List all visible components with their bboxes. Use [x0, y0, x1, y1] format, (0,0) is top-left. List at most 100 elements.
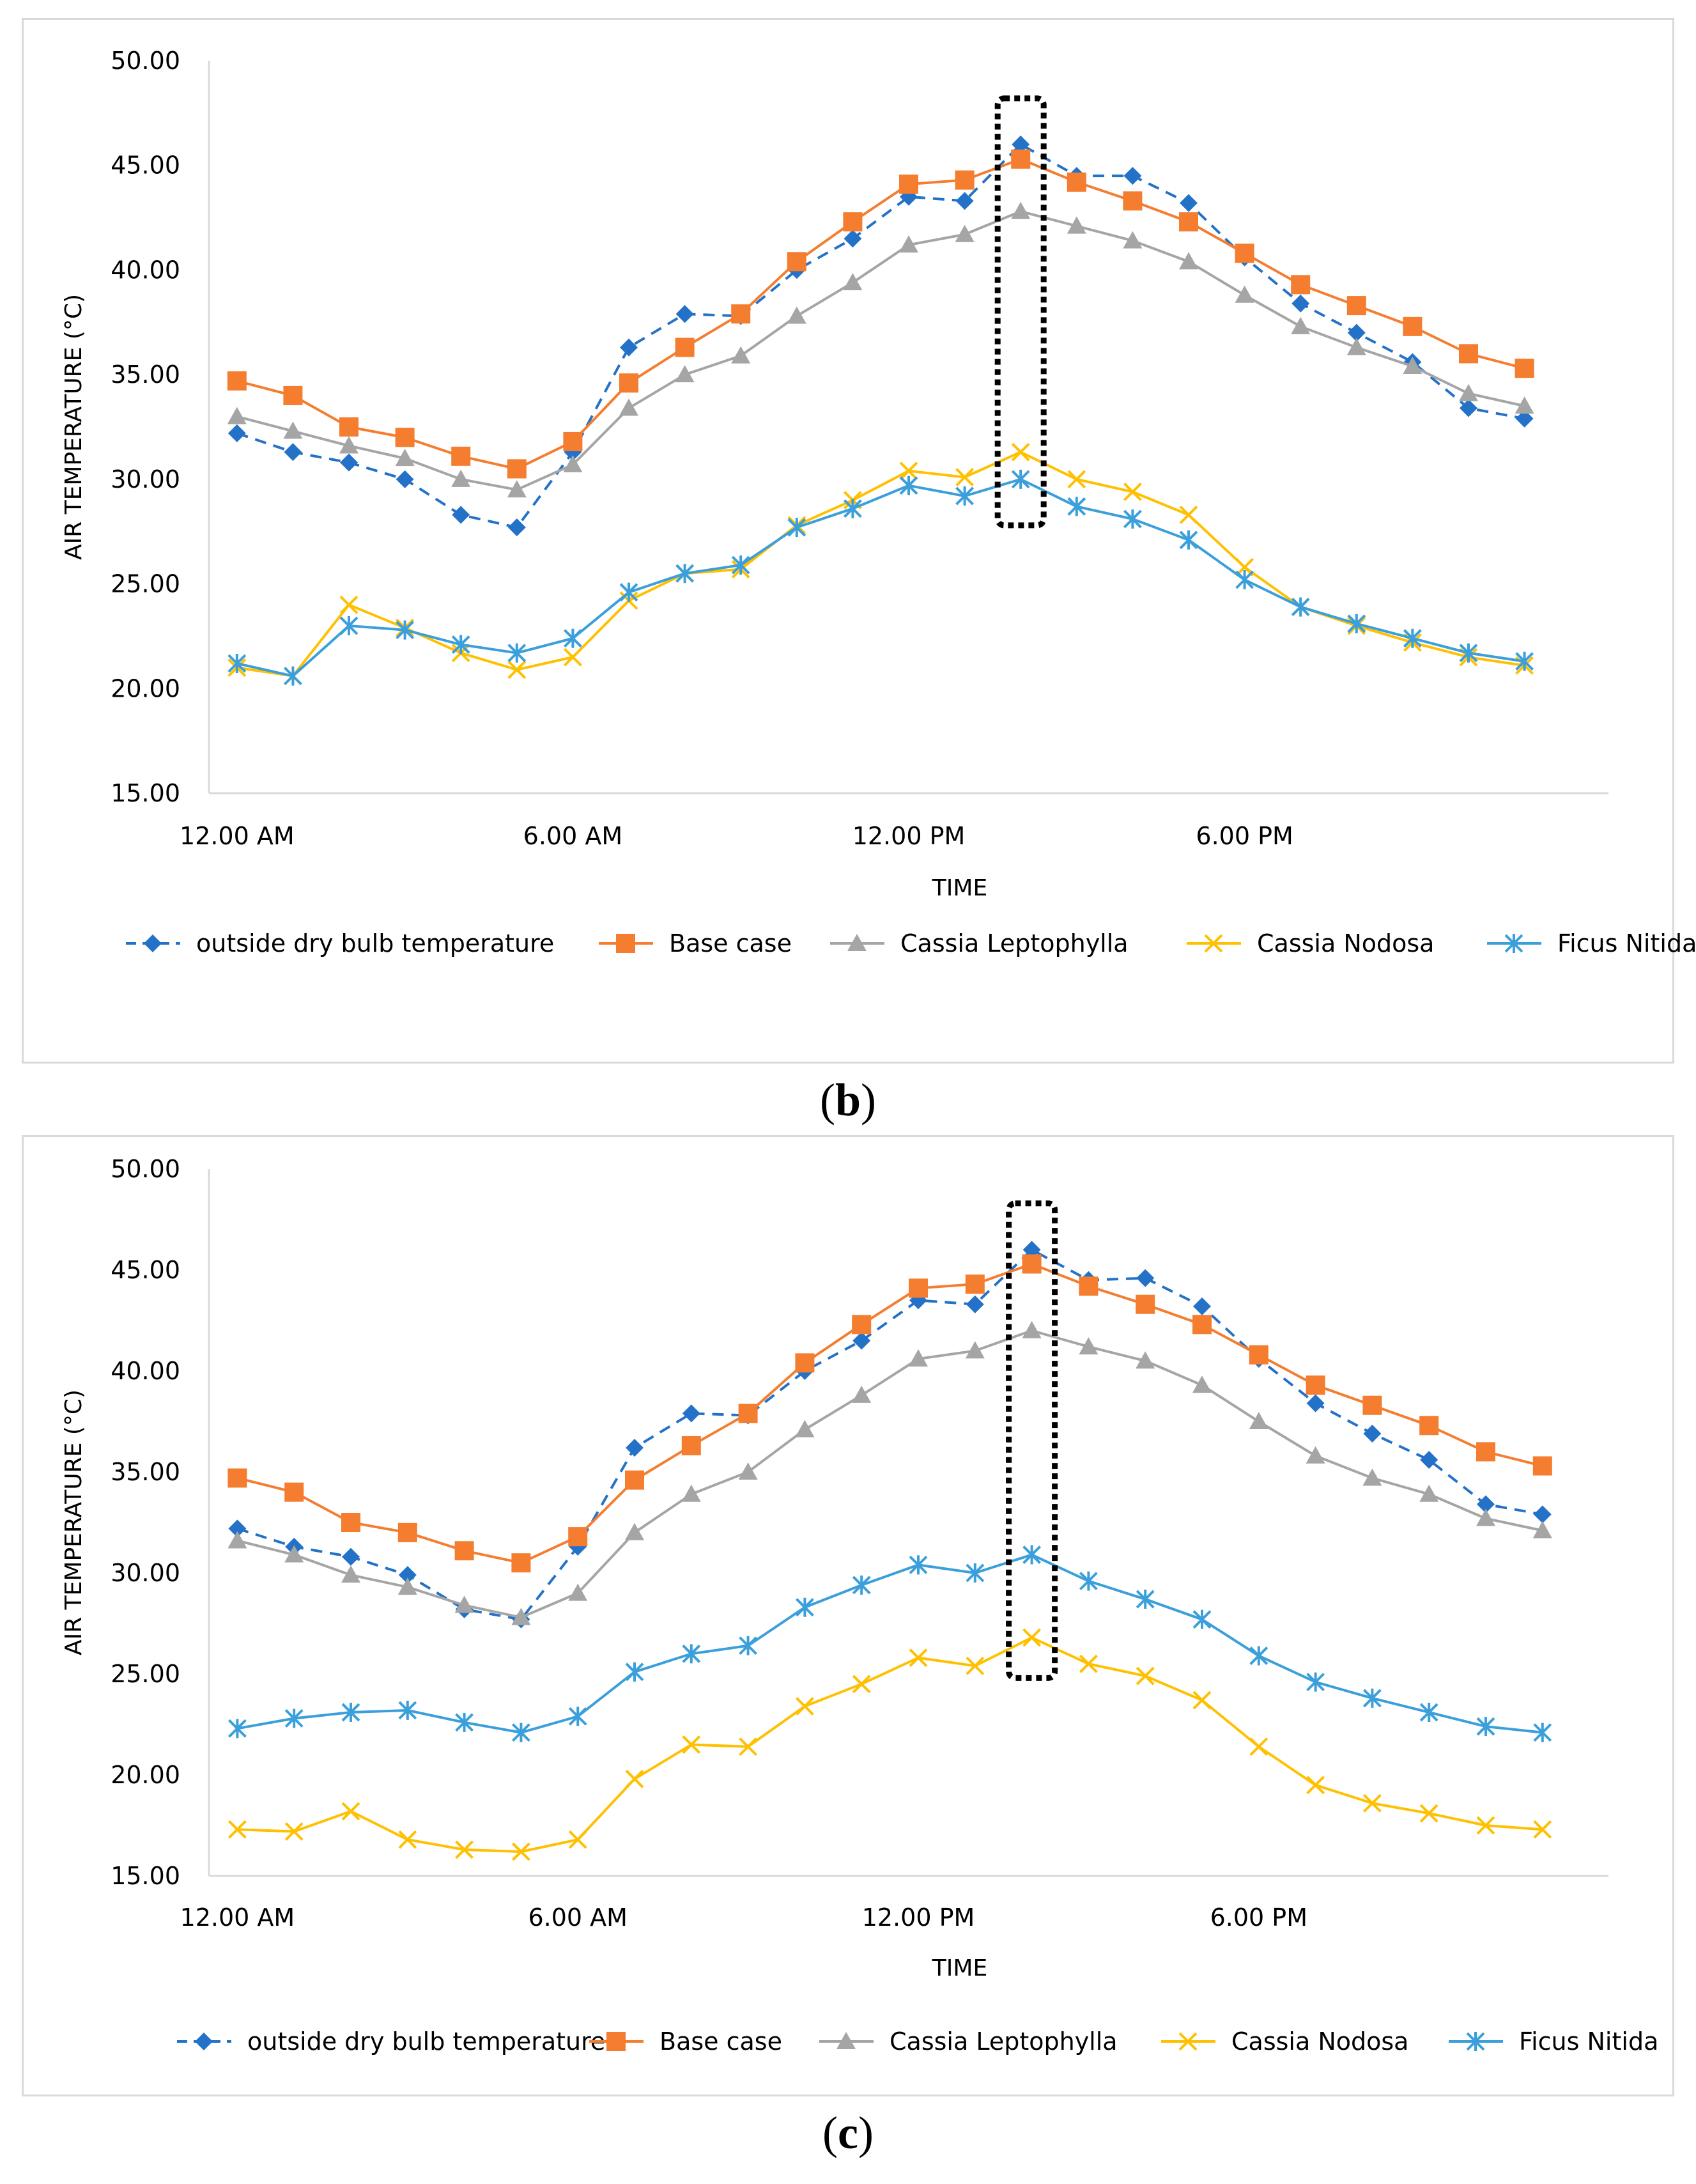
data-point-base — [909, 1278, 928, 1298]
data-point-outside — [852, 1331, 871, 1350]
data-point-leptophylla — [1476, 1508, 1495, 1526]
data-point-nodosa — [511, 1842, 530, 1861]
legend-marker-leptophylla — [847, 934, 867, 951]
legend-label-nitida: Ficus Nitida — [1557, 929, 1696, 957]
data-point-leptophylla — [1249, 1412, 1268, 1429]
data-point-outside — [682, 1404, 700, 1423]
series-base — [227, 1254, 1552, 1573]
caption-c-letter: c — [838, 2107, 858, 2158]
data-point-nitida — [341, 1703, 360, 1723]
data-point-nitida — [843, 499, 862, 518]
data-point-nitida — [451, 635, 470, 654]
data-point-base — [787, 252, 806, 272]
data-point-outside — [675, 305, 694, 323]
data-point-base — [1179, 212, 1198, 232]
data-point-leptophylla — [397, 1577, 417, 1595]
data-point-outside — [1533, 1505, 1552, 1524]
data-point-base — [852, 1315, 872, 1335]
data-point-outside — [284, 443, 302, 461]
x-tick-label: 6.00 PM — [1210, 1903, 1307, 1932]
series-line-nitida — [237, 1553, 1543, 1734]
legend-item-nodosa: Cassia Nodosa — [1187, 929, 1434, 957]
data-point-nitida — [568, 1707, 587, 1726]
legend-label-leptophylla: Cassia Leptophylla — [900, 929, 1129, 957]
data-point-nodosa — [682, 1735, 701, 1754]
y-tick-label: 15.00 — [111, 779, 180, 807]
y-tick-label: 20.00 — [111, 674, 180, 702]
data-point-nodosa — [284, 1822, 304, 1841]
data-point-nitida — [1079, 1571, 1098, 1591]
data-point-outside — [1460, 399, 1477, 417]
data-point-base — [681, 1436, 701, 1455]
data-point-outside — [955, 192, 974, 210]
legend-marker-nodosa — [1178, 2032, 1198, 2051]
series-line-leptophylla — [236, 1329, 1543, 1619]
data-point-outside — [1363, 1424, 1382, 1443]
data-point-outside — [507, 518, 526, 537]
caption-b-open: ( — [819, 1074, 835, 1126]
data-point-nodosa — [1022, 1628, 1042, 1647]
data-point-base — [965, 1274, 985, 1294]
data-point-base — [1067, 172, 1086, 192]
series-base — [227, 149, 1534, 479]
y-tick-label: 50.00 — [111, 1155, 180, 1183]
data-point-nitida — [398, 1700, 417, 1720]
chart-b: 50.00 45.00 40.00 35.00 30.00 25.00 20.00 15.00… — [61, 47, 1696, 957]
legend-label-base: Base case — [669, 929, 792, 957]
data-point-nodosa — [227, 1820, 247, 1839]
data-point-base — [1235, 244, 1254, 263]
data-point-leptophylla — [738, 1462, 758, 1480]
x-axis-title: TIME — [932, 875, 987, 901]
data-point-base — [955, 170, 975, 190]
data-point-base — [619, 373, 638, 393]
data-point-base — [1419, 1416, 1439, 1436]
data-point-nitida — [284, 1708, 304, 1728]
legend-label-nitida: Ficus Nitida — [1519, 2027, 1658, 2056]
data-point-base — [563, 431, 583, 451]
data-point-outside — [1022, 1241, 1041, 1259]
data-point-outside — [228, 1519, 247, 1538]
y-tick-label: 45.00 — [111, 151, 180, 180]
legend-label-nodosa: Cassia Nodosa — [1231, 2027, 1408, 2056]
y-tick-label: 20.00 — [111, 1761, 180, 1789]
data-point-outside — [1136, 1269, 1155, 1287]
data-point-nodosa — [795, 1697, 814, 1715]
data-point-nitida — [852, 1575, 871, 1595]
legend-item-base: Base case — [599, 929, 792, 957]
data-point-leptophylla — [1515, 396, 1534, 414]
data-point-outside — [1291, 294, 1310, 313]
data-point-outside — [452, 506, 470, 524]
caption-b: (b) — [0, 1074, 1696, 1127]
data-point-leptophylla — [899, 235, 918, 253]
y-tick-label: 50.00 — [111, 47, 180, 75]
legend-label-outside: outside dry bulb temperature — [247, 2027, 605, 2056]
data-point-nodosa — [1362, 1793, 1382, 1813]
series-leptophylla — [227, 1320, 1552, 1625]
data-point-nitida — [283, 666, 302, 686]
data-point-outside — [1012, 135, 1030, 153]
data-point-base — [843, 212, 863, 232]
legend-item-nitida: Ficus Nitida — [1449, 2027, 1658, 2056]
data-point-leptophylla — [731, 346, 751, 364]
data-point-outside — [626, 1439, 644, 1457]
data-point-nitida — [1476, 1717, 1495, 1737]
data-point-base — [1459, 344, 1478, 364]
legend-item-nitida: Ficus Nitida — [1487, 929, 1696, 957]
data-point-leptophylla — [339, 436, 358, 454]
data-point-base — [395, 428, 415, 447]
data-point-outside — [1477, 1495, 1495, 1514]
data-point-nitida — [563, 628, 582, 648]
data-point-nitida — [227, 1719, 247, 1739]
y-tick-label: 15.00 — [111, 1862, 180, 1890]
data-point-nitida — [1022, 1545, 1042, 1565]
data-point-leptophylla — [965, 1341, 985, 1359]
data-point-leptophylla — [454, 1595, 474, 1613]
data-point-nitida — [966, 1563, 985, 1583]
data-point-leptophylla — [619, 398, 638, 416]
data-point-nodosa — [966, 1656, 985, 1675]
data-point-leptophylla — [507, 480, 527, 498]
series-nitida — [227, 469, 1534, 686]
data-point-nitida — [1291, 597, 1310, 617]
y-tick-label: 25.00 — [111, 1660, 180, 1688]
x-tick-label: 12.00 PM — [852, 822, 966, 850]
